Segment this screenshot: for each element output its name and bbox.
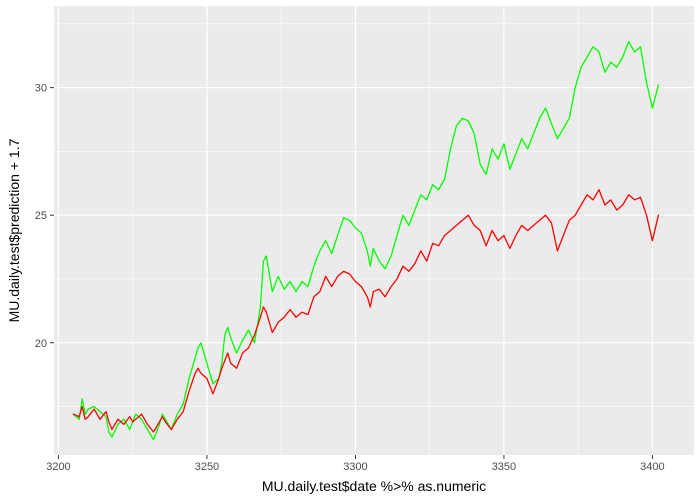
series-layer <box>72 41 660 441</box>
x-tick-label: 3350 <box>492 461 516 473</box>
y-tick-label: 20 <box>35 338 47 350</box>
y-tick-label: 30 <box>35 83 47 95</box>
x-tick-label: 3250 <box>195 461 219 473</box>
x-tick-label: 3400 <box>640 461 664 473</box>
series-line-red <box>72 189 660 433</box>
series-line-green <box>72 41 660 441</box>
x-axis: 3200 3250 3300 3350 3400 <box>46 455 665 473</box>
y-tick-label: 25 <box>35 210 47 222</box>
x-tick-label: 3300 <box>343 461 367 473</box>
x-tick-label: 3200 <box>46 461 70 473</box>
minor-gridlines <box>54 6 694 455</box>
y-axis-title: MU.daily.test$prediction + 1.7 <box>6 138 22 322</box>
plot-panel <box>54 6 694 455</box>
x-axis-title: MU.daily.test$date %>% as.numeric <box>262 478 486 494</box>
y-axis: 20 25 30 <box>35 83 54 350</box>
